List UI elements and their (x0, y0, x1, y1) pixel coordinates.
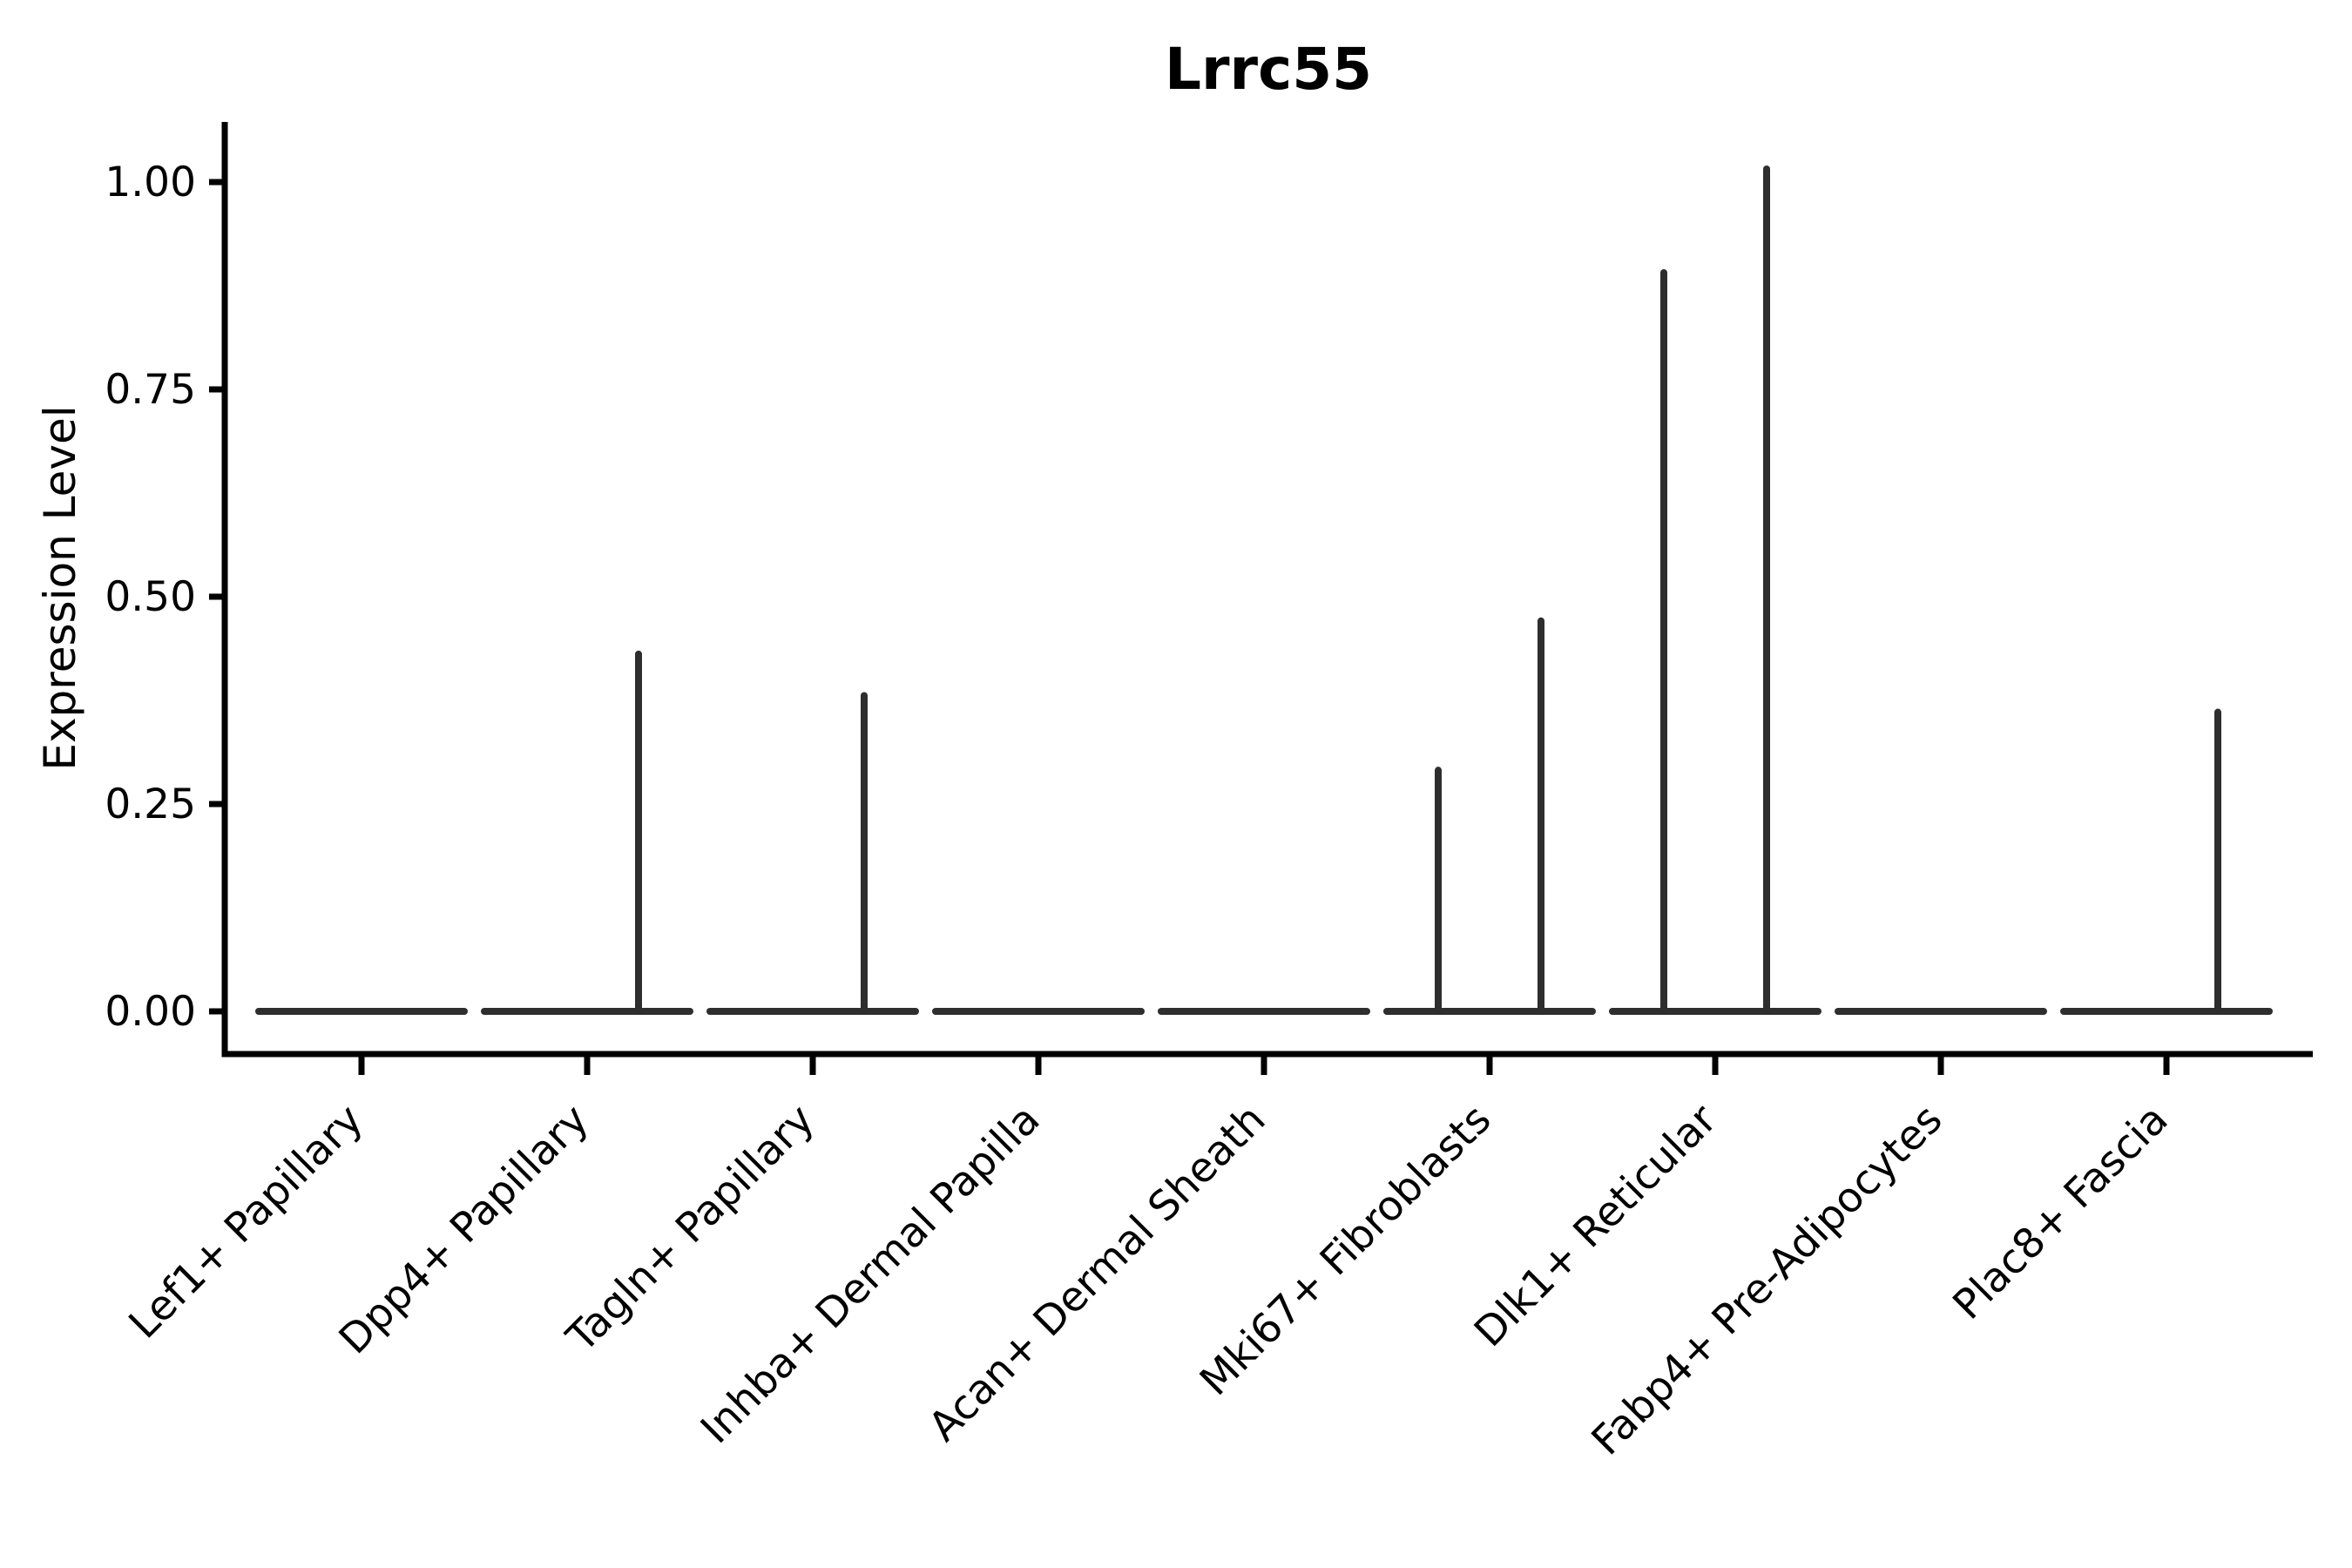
violin-baseline-lef1-papillary (255, 1008, 468, 1015)
violin-acan-dermal-sheath (1158, 1008, 1370, 1015)
violin-spike-dlk1-reticular-right (1763, 165, 1770, 1015)
violin-spike-plac8-fascia-right (2214, 708, 2221, 1015)
violin-spike-dpp4-papillary-right (635, 650, 642, 1015)
violin-baseline-fabp4-pre-adipocytes (1835, 1008, 2047, 1015)
violins-layer (255, 165, 2273, 1016)
violin-fabp4-pre-adipocytes (1835, 1008, 2047, 1015)
violin-spike-mki67-fibroblasts-right (1538, 617, 1544, 1015)
y-tick-label-0.25: 0.25 (105, 781, 196, 828)
violin-mki67-fibroblasts (1383, 617, 1596, 1015)
violin-dpp4-papillary (481, 650, 693, 1015)
violin-baseline-dpp4-papillary (481, 1008, 693, 1015)
violin-lef1-papillary (255, 1008, 468, 1015)
violin-baseline-tagln-papillary (706, 1008, 919, 1015)
y-tick-label-0.00: 0.00 (105, 988, 196, 1036)
violin-spike-tagln-papillary-right (861, 692, 868, 1015)
x-tick-label-tagln-papillary: Tagln+ Papillary (558, 1096, 824, 1362)
x-tick-label-lef1-papillary: Lef1+ Papillary (120, 1096, 373, 1348)
x-tick-label-dpp4-papillary: Dpp4+ Papillary (330, 1096, 598, 1364)
violin-tagln-papillary (706, 692, 919, 1015)
violin-dlk1-reticular (1609, 165, 1821, 1016)
y-axis-ticks-layer: 1.00 0.75 0.50 0.25 0.00 (105, 159, 225, 1036)
y-tick-label-0.50: 0.50 (105, 573, 196, 621)
violin-spike-mki67-fibroblasts-left (1435, 767, 1442, 1015)
x-tick-label-dlk1-reticular: Dlk1+ Reticular (1465, 1095, 1727, 1356)
violin-spike-dlk1-reticular-left (1660, 268, 1667, 1016)
chart-title: Lrrc55 (1165, 36, 1372, 103)
y-tick-label-0.75: 0.75 (105, 366, 196, 414)
violin-inhba-dermal-papilla (932, 1008, 1145, 1015)
violin-baseline-inhba-dermal-papilla (932, 1008, 1145, 1015)
x-tick-label-plac8-fascia: Plac8+ Fascia (1944, 1096, 2178, 1329)
violin-plac8-fascia (2060, 708, 2273, 1015)
violin-baseline-dlk1-reticular (1609, 1008, 1821, 1015)
violin-baseline-acan-dermal-sheath (1158, 1008, 1370, 1015)
violin-baseline-mki67-fibroblasts (1383, 1008, 1596, 1015)
violin-baseline-plac8-fascia (2060, 1008, 2273, 1015)
y-tick-label-1.00: 1.00 (105, 159, 196, 206)
axes-layer (221, 122, 2313, 1058)
y-axis-label: Expression Level (35, 405, 85, 770)
